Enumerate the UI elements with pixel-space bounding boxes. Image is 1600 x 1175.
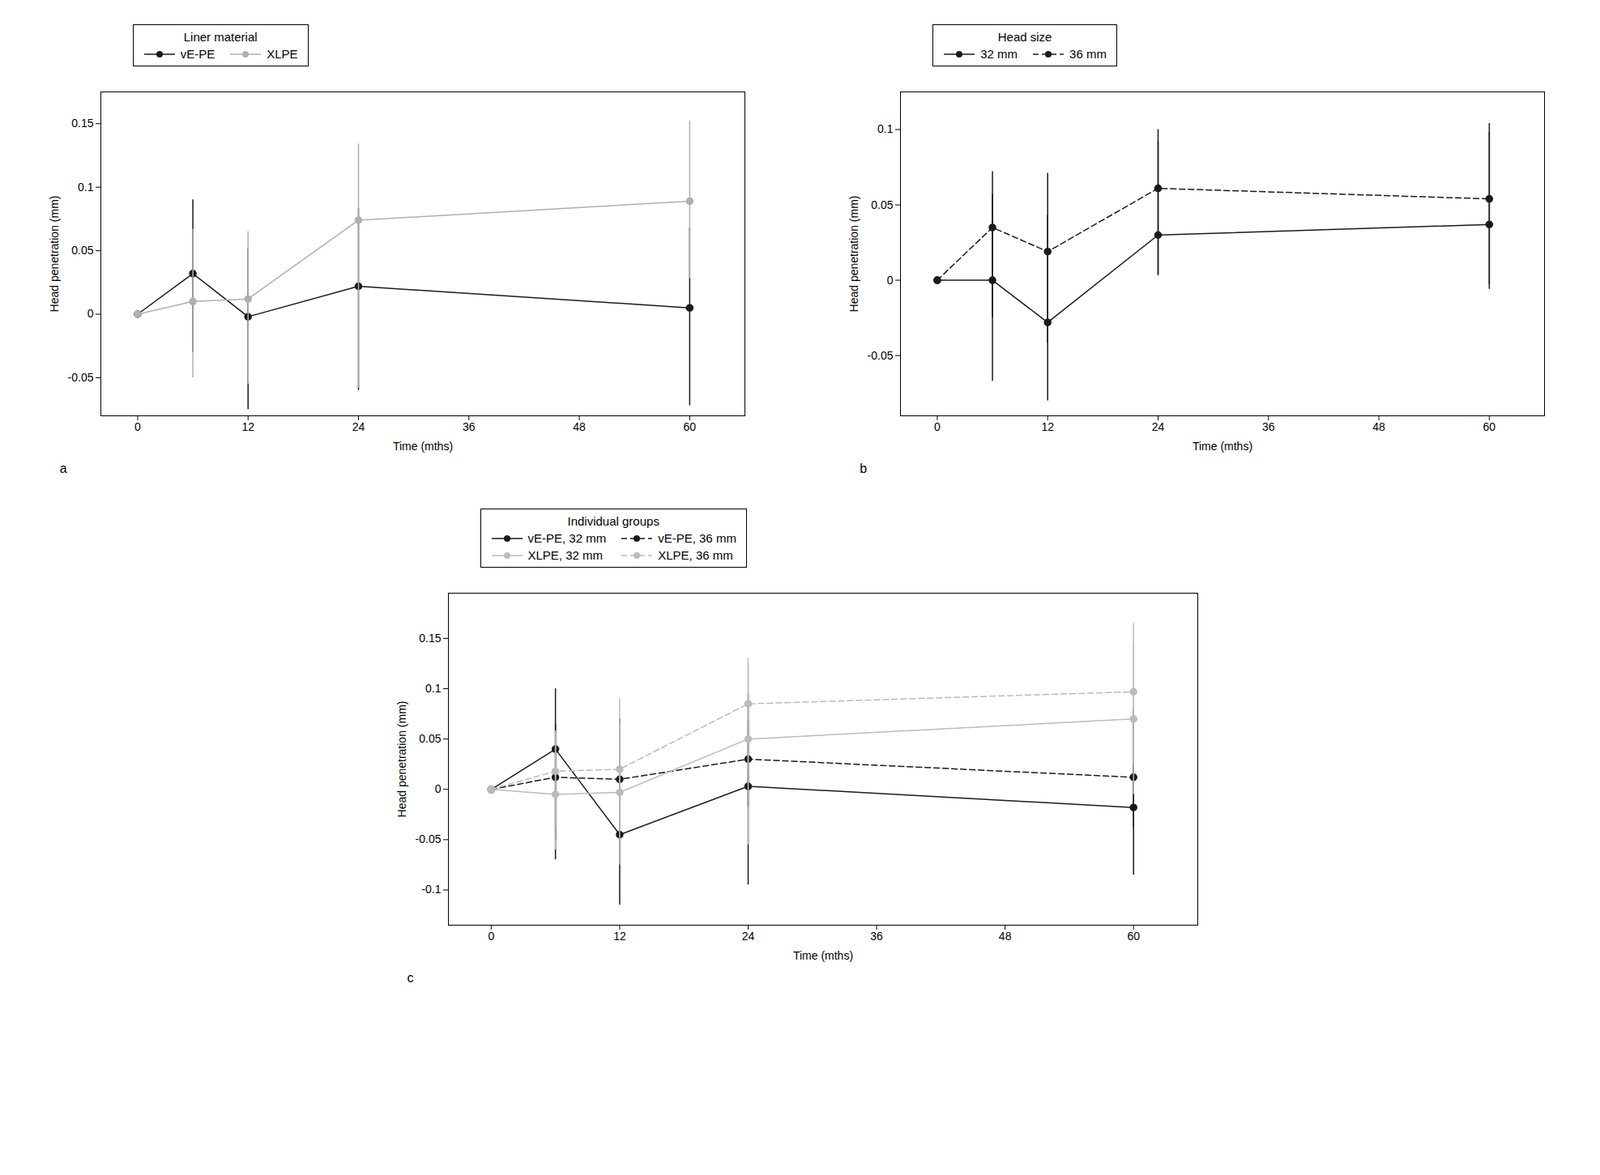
svg-text:-0.05: -0.05	[867, 349, 894, 363]
svg-text:0.1: 0.1	[425, 682, 442, 696]
svg-text:60: 60	[682, 420, 696, 434]
html-text:Individual groups: Individual groups	[567, 514, 660, 529]
svg-text:0.1: 0.1	[77, 180, 94, 194]
svg-text:48: 48	[1373, 420, 1387, 434]
svg-text:0: 0	[134, 420, 141, 434]
svg-text:0.15: 0.15	[71, 116, 94, 130]
svg-text:48: 48	[572, 420, 586, 434]
svg-text:12: 12	[241, 420, 255, 434]
svg-text:-0.05: -0.05	[67, 371, 94, 384]
html-text:vE-PE, 36 mm: vE-PE, 36 mm	[657, 531, 737, 546]
svg-text:24: 24	[1152, 420, 1165, 434]
svg-text:0.1: 0.1	[877, 122, 894, 136]
html-text:36 mm: 36 mm	[1069, 46, 1107, 61]
svg-text:Time (mths): Time (mths)	[392, 439, 453, 453]
html-text:b: b	[859, 461, 867, 476]
svg-text:Head penetration (mm): Head penetration (mm)	[395, 701, 409, 819]
svg-text:48: 48	[998, 930, 1012, 943]
html-text:XLPE, 36 mm: XLPE, 36 mm	[657, 548, 733, 563]
svg-text:-0.05: -0.05	[414, 832, 441, 846]
svg-text:12: 12	[613, 930, 627, 943]
svg-text:60: 60	[1126, 930, 1140, 943]
html-text:XLPE, 32 mm: XLPE, 32 mm	[527, 548, 603, 563]
svg-text:Head penetration (mm): Head penetration (mm)	[848, 196, 862, 313]
svg-text:-0.1: -0.1	[421, 883, 441, 896]
svg-text:36: 36	[462, 420, 476, 434]
svg-text:12: 12	[1041, 420, 1055, 434]
html-text:c: c	[407, 971, 414, 986]
svg-text:0.05: 0.05	[71, 243, 94, 257]
html-text:32 mm: 32 mm	[980, 46, 1018, 61]
html-text:Liner material: Liner material	[183, 29, 258, 44]
svg-text:Head penetration (mm): Head penetration (mm)	[47, 196, 61, 313]
svg-text:0.15: 0.15	[418, 631, 441, 645]
svg-text:0: 0	[887, 273, 894, 287]
svg-text:60: 60	[1483, 420, 1497, 434]
svg-text:24: 24	[741, 930, 755, 943]
svg-text:0: 0	[434, 782, 441, 796]
svg-text:0: 0	[487, 930, 495, 943]
svg-text:0: 0	[934, 420, 941, 434]
svg-text:24: 24	[351, 420, 365, 434]
svg-text:0.05: 0.05	[871, 198, 894, 212]
svg-text:36: 36	[870, 930, 884, 943]
html-text:vE-PE: vE-PE	[180, 46, 215, 61]
svg-text:36: 36	[1262, 420, 1276, 434]
html-text:vE-PE, 32 mm: vE-PE, 32 mm	[527, 531, 607, 546]
svg-text:0: 0	[86, 307, 94, 320]
svg-text:Time (mths): Time (mths)	[1192, 439, 1253, 453]
svg-text:0.05: 0.05	[418, 732, 441, 746]
html-text:XLPE: XLPE	[266, 46, 298, 61]
html-text:Head size: Head size	[997, 29, 1052, 44]
html-text:a: a	[59, 461, 67, 476]
svg-text:Time (mths): Time (mths)	[792, 949, 853, 963]
